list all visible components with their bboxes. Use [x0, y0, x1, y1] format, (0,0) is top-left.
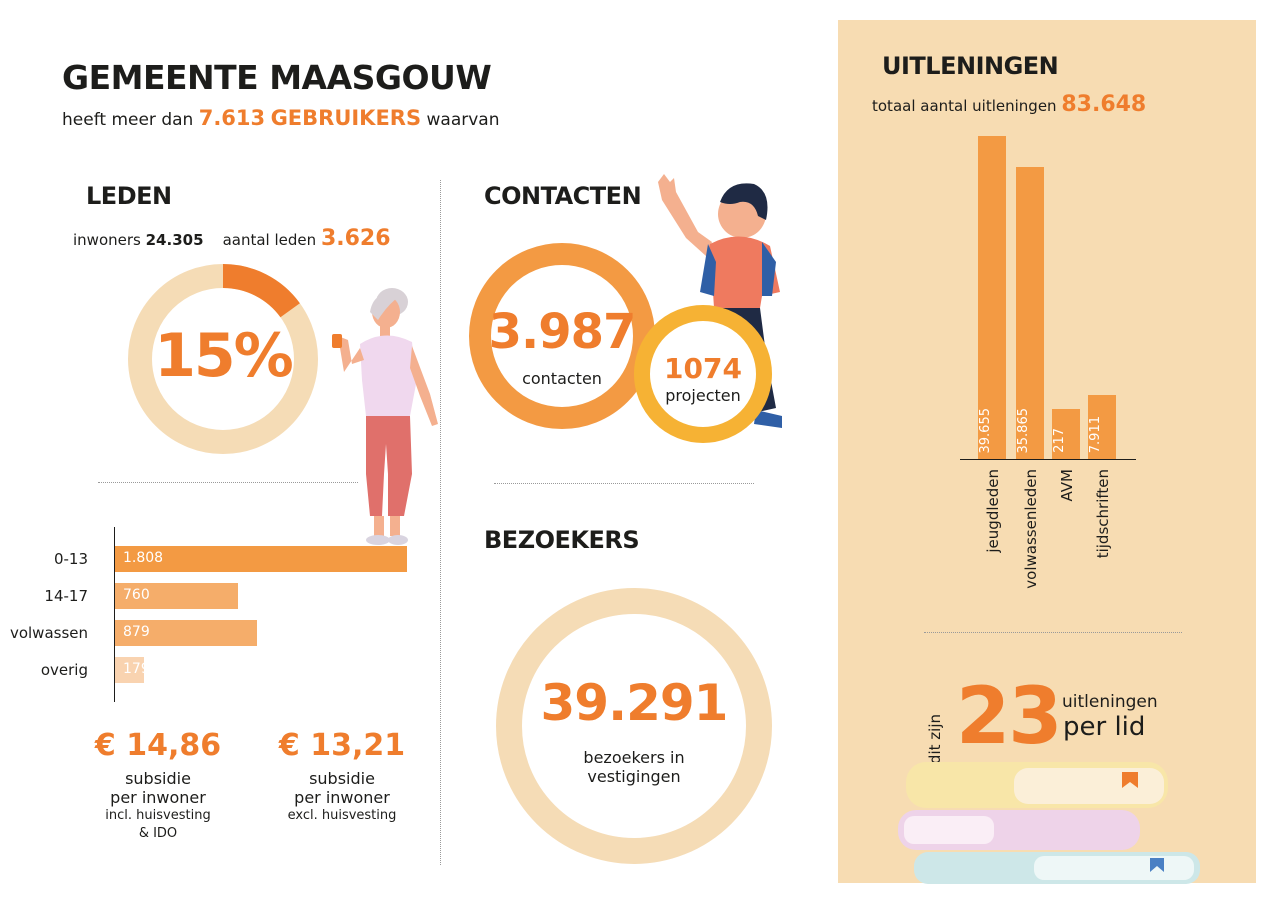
age-bar-value: 760	[123, 587, 150, 603]
per-lid-value: 23	[956, 672, 1063, 762]
uitleningen-title: UITLENINGEN	[882, 52, 1059, 80]
bezoekers-label-line2: vestigingen	[587, 767, 681, 786]
contacten-title: CONTACTEN	[484, 182, 642, 210]
uitleningen-total: totaal aantal uitleningen 83.648	[872, 92, 1146, 117]
subtitle-post: waarvan	[426, 110, 500, 130]
donut-arc	[128, 264, 318, 454]
age-chart: 0-13 1.808 14-17 760 volwassen 879 overig 179	[0, 546, 440, 696]
loan-category-label: jeugdleden	[984, 469, 1002, 553]
loan-bar: 39.655	[978, 136, 1006, 459]
age-bar-value: 879	[123, 624, 150, 640]
page-subtitle: heeft meer dan 7.613 GEBRUIKERS waarvan	[62, 106, 500, 130]
users-label: GEBRUIKERS	[270, 106, 422, 130]
per-lid-pre: dit zijn	[926, 714, 944, 765]
loan-bar-value: 39.655	[978, 407, 993, 454]
subsidie-incl-amount: € 14,86	[94, 728, 222, 763]
leden-value: 3.626	[320, 226, 391, 251]
inwoners-value: 24.305	[145, 231, 204, 249]
projecten-value: 1074	[664, 352, 742, 385]
bezoekers-label-line1: bezoekers in	[583, 748, 685, 767]
subsidie-excl-line2: per inwoner	[294, 788, 390, 807]
loan-bar-value: 35.865	[1016, 407, 1031, 454]
loan-bar: 217	[1052, 409, 1080, 459]
bezoekers-label: bezoekers in vestigingen	[496, 748, 772, 786]
subsidie-incl-line4: & IDO	[138, 826, 178, 841]
age-category-label: overig	[40, 661, 88, 679]
subsidie-incl-line2: per inwoner	[110, 788, 206, 807]
age-category-label: volwassen	[9, 624, 88, 642]
per-lid-line2: per lid	[1063, 712, 1146, 742]
uitleningen-total-value: 83.648	[1061, 92, 1147, 117]
age-bar-value: 1.808	[123, 550, 164, 566]
subsidie-incl: € 14,86 subsidie per inwoner incl. huisv…	[70, 728, 246, 843]
leden-divider	[98, 482, 358, 483]
contacten-label: contacten	[522, 369, 602, 388]
loan-bar-value: 217	[1052, 428, 1067, 453]
subsidie-excl-line3: excl. huisvesting	[287, 808, 397, 823]
uitleningen-panel	[838, 20, 1256, 883]
age-bar: 879	[115, 620, 257, 646]
loan-chart-axis	[960, 459, 1136, 460]
loan-category-label: AVM	[1058, 469, 1076, 502]
subtitle-pre: heeft meer dan	[62, 110, 194, 130]
loan-category-label: tijdschriften	[1094, 469, 1112, 559]
age-bar: 760	[115, 583, 238, 609]
per-lid-line1: uitleningen	[1062, 692, 1158, 712]
subsidie-excl: € 13,21 subsidie per inwoner excl. huisv…	[262, 728, 422, 825]
subsidie-incl-line1: subsidie	[125, 769, 191, 788]
age-chart-axis	[114, 527, 115, 702]
uitleningen-total-label: totaal aantal uitleningen	[872, 97, 1057, 115]
books-illustration	[894, 758, 1204, 884]
bezoekers-value: 39.291	[540, 674, 729, 732]
page-title: GEMEENTE MAASGOUW	[62, 58, 492, 97]
column-divider	[440, 180, 441, 865]
subsidie-excl-amount: € 13,21	[278, 728, 406, 763]
leden-title: LEDEN	[86, 182, 172, 210]
loan-bar: 7.911	[1088, 394, 1116, 459]
users-value: 7.613	[198, 106, 266, 130]
contacten-value: 3.987	[488, 304, 637, 360]
age-bar: 1.808	[115, 546, 407, 572]
contacten-divider	[494, 483, 754, 484]
projecten-label: projecten	[665, 386, 741, 405]
inwoners-label: inwoners	[73, 231, 141, 249]
uitleningen-divider	[924, 632, 1182, 633]
leden-label: aantal leden	[222, 231, 317, 249]
subsidie-incl-line3: incl. huisvesting	[105, 808, 211, 823]
subsidie-excl-line1: subsidie	[309, 769, 375, 788]
leden-percentage: 15%	[154, 321, 294, 391]
age-bar-value: 179	[123, 661, 150, 677]
leden-donut: 15%	[127, 263, 319, 455]
leden-stats: inwoners 24.305 aantal leden 3.626	[73, 226, 391, 251]
age-bar: 179	[115, 657, 150, 683]
loan-category-label: volwassenleden	[1022, 469, 1040, 589]
age-category-label: 0-13	[53, 550, 88, 568]
woman-illustration	[330, 284, 440, 550]
age-category-label: 14-17	[44, 587, 88, 605]
loan-chart: 39.655 jeugdleden 35.865 volwassenleden 217 A…	[960, 136, 1136, 610]
loan-bar: 35.865	[1016, 167, 1044, 459]
loan-bar-value: 7.911	[1088, 415, 1103, 453]
bezoekers-title: BEZOEKERS	[484, 526, 640, 554]
